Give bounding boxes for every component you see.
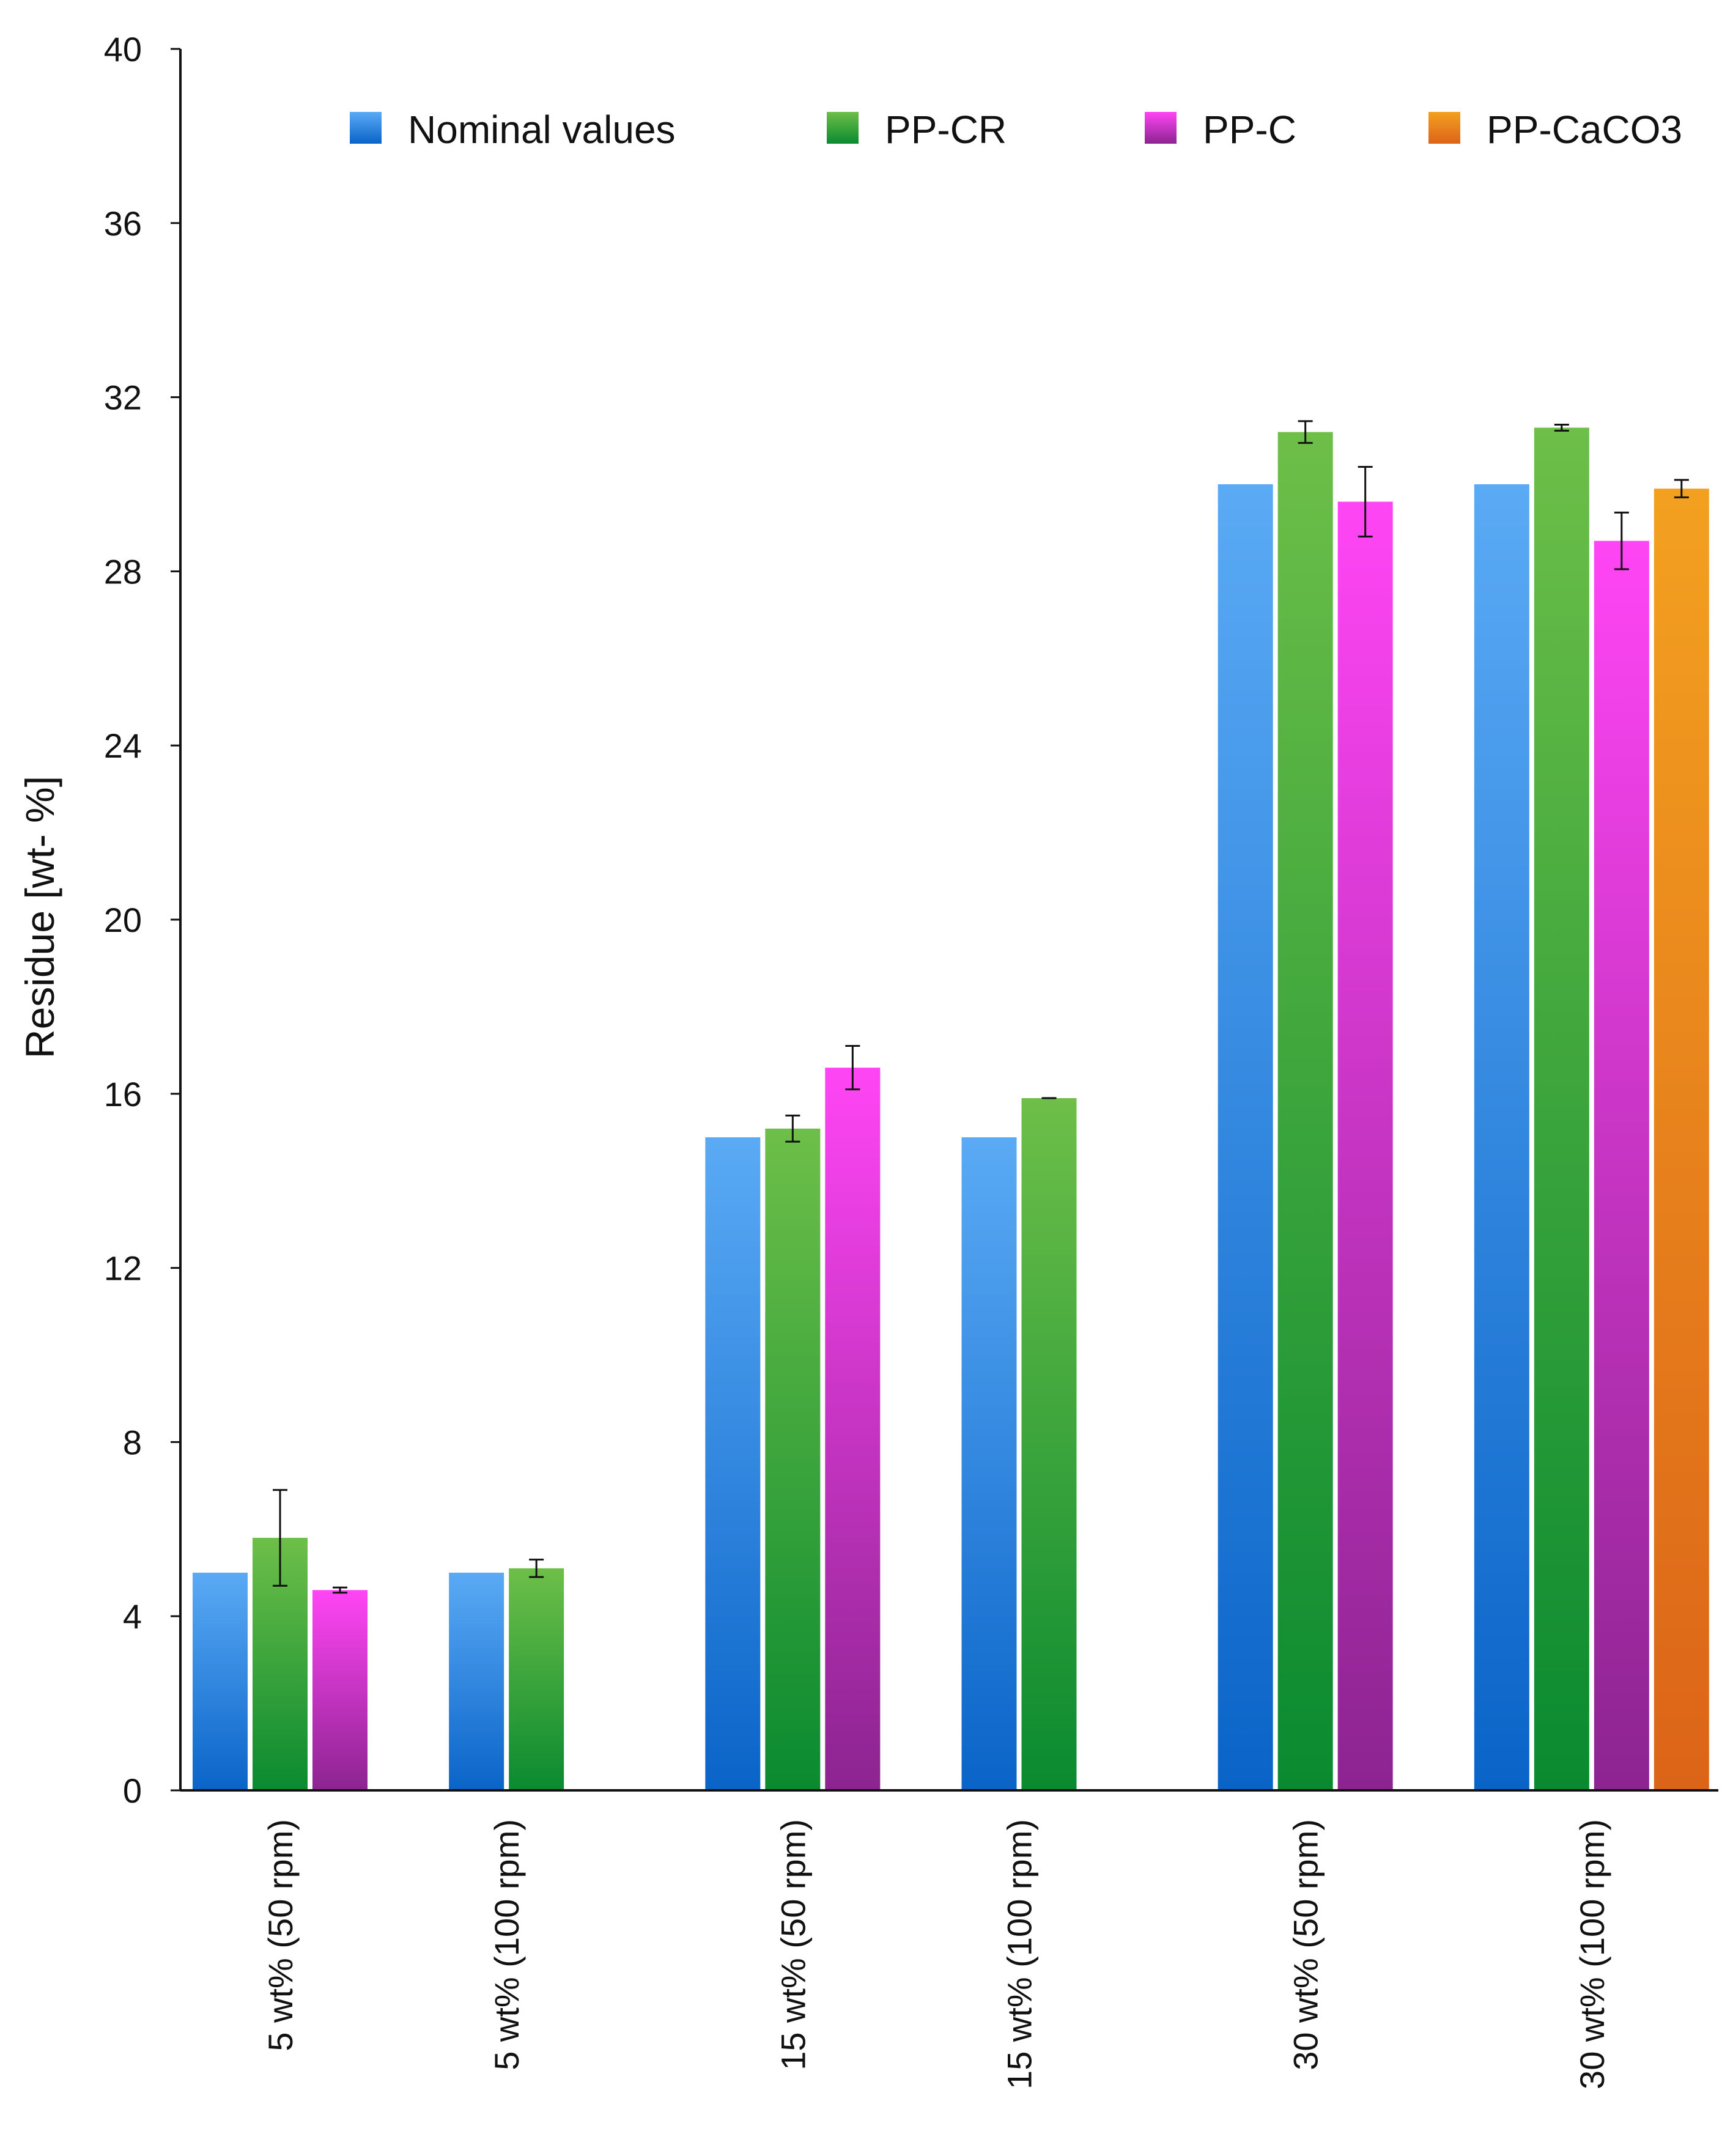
bar-nominal bbox=[705, 1137, 761, 1790]
y-tick-label: 36 bbox=[104, 204, 142, 243]
x-category-label: 5 wt% (50 rpm) bbox=[261, 1819, 300, 2051]
y-tick-label: 12 bbox=[104, 1249, 142, 1288]
y-tick-label: 40 bbox=[104, 30, 142, 68]
y-tick-label: 4 bbox=[123, 1597, 142, 1636]
y-tick-label: 20 bbox=[104, 901, 142, 939]
legend-swatch-nominal bbox=[350, 112, 382, 144]
legend: Nominal values PP-CR PP-C PP-CaCO3 bbox=[350, 108, 1682, 152]
bar-nominal bbox=[1474, 484, 1529, 1790]
bar-ppc bbox=[1337, 501, 1393, 1790]
x-category-label: 5 wt% (100 rpm) bbox=[487, 1819, 526, 2070]
bar-ppcr bbox=[509, 1568, 564, 1790]
bar-ppcaco3 bbox=[1654, 489, 1709, 1790]
error-bars-layer bbox=[273, 420, 1689, 1594]
y-tick-label: 8 bbox=[123, 1423, 142, 1461]
bar-ppc bbox=[1594, 541, 1649, 1790]
y-axis-ticks: 0 4 8 12 16 20 24 28 32 36 40 bbox=[104, 30, 180, 1810]
x-category-label: 15 wt% (50 rpm) bbox=[774, 1819, 812, 2070]
y-tick-label: 24 bbox=[104, 726, 142, 765]
bar-ppcr bbox=[765, 1128, 821, 1790]
y-tick-label: 0 bbox=[123, 1771, 142, 1810]
bar-nominal bbox=[193, 1573, 248, 1790]
bars-layer bbox=[193, 427, 1709, 1791]
legend-swatch-ppcaco3 bbox=[1428, 112, 1460, 144]
x-category-label: 30 wt% (100 rpm) bbox=[1573, 1819, 1611, 2089]
legend-swatch-ppcr bbox=[827, 112, 859, 144]
axes-layer bbox=[179, 49, 1718, 1792]
bar-nominal bbox=[961, 1137, 1017, 1790]
y-tick-label: 28 bbox=[104, 552, 142, 591]
legend-label-ppcaco3: PP-CaCO3 bbox=[1487, 108, 1682, 152]
bar-ppc bbox=[825, 1068, 881, 1790]
bar-ppcr bbox=[1021, 1098, 1077, 1790]
bar-ppc bbox=[312, 1590, 368, 1790]
x-category-label: 15 wt% (100 rpm) bbox=[1000, 1819, 1039, 2089]
bar-ppcr bbox=[1277, 432, 1333, 1790]
legend-label-nominal: Nominal values bbox=[408, 108, 676, 152]
y-tick-label: 16 bbox=[104, 1075, 142, 1113]
legend-label-ppcr: PP-CR bbox=[885, 108, 1007, 152]
y-axis-label: Residue [wt- %] bbox=[17, 776, 62, 1058]
y-tick-label: 32 bbox=[104, 378, 142, 417]
legend-swatch-ppc bbox=[1145, 112, 1177, 144]
bar-nominal bbox=[1218, 484, 1273, 1790]
bar-nominal bbox=[449, 1573, 504, 1790]
legend-label-ppc: PP-C bbox=[1203, 108, 1296, 152]
x-axis-category-labels: 5 wt% (50 rpm) 5 wt% (100 rpm) 15 wt% (50 … bbox=[261, 1819, 1611, 2089]
bar-ppcr bbox=[1534, 427, 1589, 1791]
x-category-label: 30 wt% (50 rpm) bbox=[1287, 1819, 1325, 2070]
